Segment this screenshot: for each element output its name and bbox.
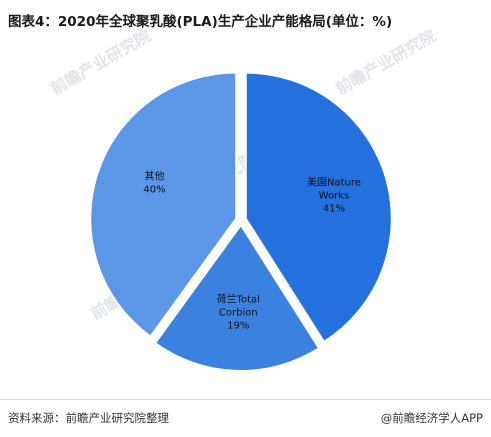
pie-slices: [89, 71, 393, 372]
watermark-text: 前瞻产业研究院: [48, 26, 155, 98]
slice-label: Corbion: [219, 308, 258, 319]
pie-labels: 美国Nature Works 41% 荷兰Total Corbion 19% 其他 40%: [143, 169, 361, 331]
slice-label: 19%: [227, 321, 249, 332]
footer-divider: [0, 399, 491, 400]
source-note: 资料来源：前瞻产业研究院整理: [8, 411, 169, 425]
brand-credit: @前瞻经济学人APP: [380, 411, 483, 425]
slice-label: 其他: [144, 169, 164, 182]
slice-label: Works: [319, 191, 350, 202]
slice-label: 美国Nature: [307, 176, 361, 189]
slice-label: 41%: [323, 204, 345, 215]
slice-label: 荷兰Total: [217, 293, 260, 306]
pie-slice: [89, 71, 238, 338]
pie-slice: [244, 71, 393, 344]
chart-title: 图表4：2020年全球聚乳酸(PLA)生产企业产能格局(单位：%): [8, 14, 393, 30]
watermark-text: 前瞻产业研究院: [333, 26, 440, 98]
slice-label: 40%: [143, 184, 165, 195]
pie-slice: [153, 223, 321, 372]
pie-chart: 前瞻产业研究院前瞻产业研究院前瞻产业研究院前瞻产业研究院 美国NatureWor…: [48, 26, 440, 372]
